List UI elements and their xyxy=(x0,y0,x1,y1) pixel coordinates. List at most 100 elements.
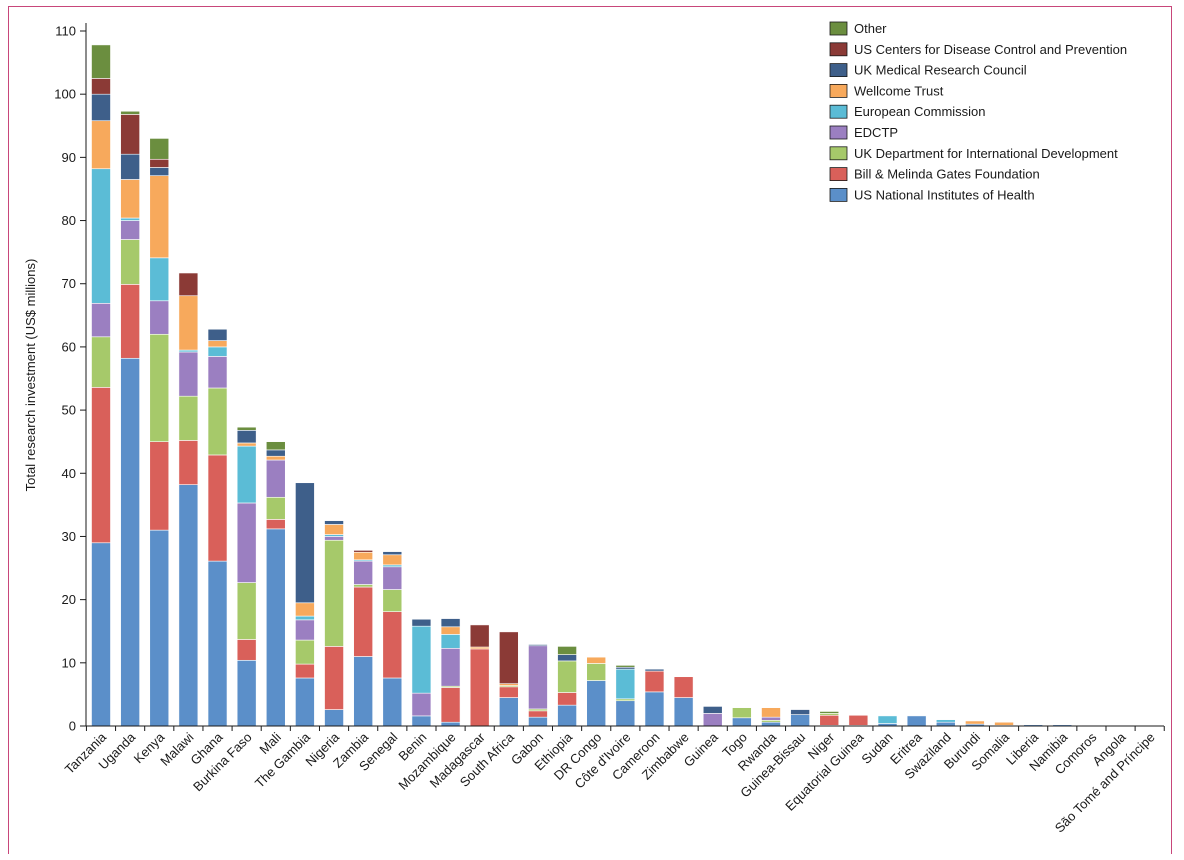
bar-segment-burkina-faso-us-national-institutes-of-health xyxy=(236,659,257,727)
bar-segment-mali-uk-department-for-international-development xyxy=(265,496,286,520)
bar-segment-mozambique-european-commission xyxy=(440,634,461,649)
bar-segment-south-africa-us-centers-for-disease-control-and-prevention xyxy=(499,631,519,684)
bar-segment-mozambique-wellcome-trust xyxy=(440,626,461,635)
bar-segment-zimbabwe-bill-melinda-gates-foundation xyxy=(673,676,694,698)
bar-segment-mali-edctp xyxy=(265,459,286,498)
bar-segment-togo-us-national-institutes-of-health xyxy=(732,717,752,727)
bar-segment-senegal-us-national-institutes-of-health xyxy=(382,677,403,727)
bar-segment-kenya-bill-melinda-gates-foundation xyxy=(149,441,170,531)
y-tick-label: 0 xyxy=(69,719,76,734)
legend-label-edctp: EDCTP xyxy=(854,125,898,140)
bar-segment-kenya-uk-medical-research-council xyxy=(149,167,170,176)
bar-segment-tanzania-other xyxy=(91,44,111,79)
bar-segment-kenya-wellcome-trust xyxy=(149,175,170,259)
y-tick-label: 20 xyxy=(62,592,76,607)
bar-segment-the-gambia-uk-medical-research-council xyxy=(295,482,315,604)
bar-segment-eritrea-us-national-institutes-of-health xyxy=(906,715,927,727)
bar-segment-burkina-faso-uk-medical-research-council xyxy=(236,430,257,444)
bar-segment-tanzania-uk-medical-research-council xyxy=(91,93,111,122)
bar-segment-mozambique-us-national-institutes-of-health xyxy=(440,721,461,727)
legend-label-us-national-institutes-of-health: US National Institutes of Health xyxy=(854,187,1035,202)
bar-segment-dr-congo-us-national-institutes-of-health xyxy=(586,680,607,727)
bar-segment-the-gambia-european-commission xyxy=(295,615,315,621)
legend-swatch-other xyxy=(829,21,848,36)
bar-segment-uganda-bill-melinda-gates-foundation xyxy=(120,284,140,359)
bar-segment-nigeria-uk-medical-research-council xyxy=(324,520,344,525)
bar-segment-tanzania-bill-melinda-gates-foundation xyxy=(91,387,111,544)
bar-segment-malawi-us-national-institutes-of-health xyxy=(178,484,199,727)
bar-segment-ghana-uk-medical-research-council xyxy=(207,328,228,341)
legend-swatch-us-national-institutes-of-health xyxy=(829,187,848,202)
bar-segment-burkina-faso-other xyxy=(236,426,257,431)
bar-segment-kenya-european-commission xyxy=(149,257,170,302)
bar-segment-mali-wellcome-trust xyxy=(265,455,286,461)
y-tick-label: 60 xyxy=(62,339,76,354)
legend-swatch-european-commission xyxy=(829,104,848,119)
legend-label-uk-medical-research-council: UK Medical Research Council xyxy=(854,63,1027,78)
bar-segment-malawi-uk-department-for-international-development xyxy=(178,395,199,441)
bar-segment-ghana-uk-department-for-international-development xyxy=(207,387,228,456)
bar-segment-niger-other xyxy=(819,711,840,714)
bar-segment-ghana-us-national-institutes-of-health xyxy=(207,560,228,727)
bar-segment-guinea-bissau-us-national-institutes-of-health xyxy=(790,714,810,727)
bar-segment-burkina-faso-uk-department-for-international-development xyxy=(236,582,257,640)
bar-segment-malawi-wellcome-trust xyxy=(178,295,199,351)
bar-segment-somalia-wellcome-trust xyxy=(994,721,1014,726)
bar-segment-ethiopia-bill-melinda-gates-foundation xyxy=(557,692,577,706)
bar-segment-ghana-wellcome-trust xyxy=(207,340,228,348)
legend-label-other: Other xyxy=(854,21,887,36)
bar-segment-mali-other xyxy=(265,441,286,451)
bar-segment-uganda-european-commission xyxy=(120,217,140,221)
bar-segment-ethiopia-us-national-institutes-of-health xyxy=(557,704,577,727)
bar-segment-gabon-uk-medical-research-council xyxy=(528,644,548,647)
bar-segment-guinea-edctp xyxy=(702,713,723,727)
bar-segment-ethiopia-uk-department-for-international-development xyxy=(557,660,577,693)
legend-swatch-uk-department-for-international-development xyxy=(829,146,848,161)
bar-segment-zambia-wellcome-trust xyxy=(353,551,373,561)
bar-segment-senegal-wellcome-trust xyxy=(382,554,403,566)
bar-segment-tanzania-european-commission xyxy=(91,168,111,304)
y-tick-label: 50 xyxy=(62,403,76,418)
bar-segment-madagascar-bill-melinda-gates-foundation xyxy=(469,648,490,727)
y-tick-label: 90 xyxy=(62,150,76,165)
x-tick-label-guinea: Guinea xyxy=(681,729,722,770)
bar-segment-tanzania-wellcome-trust xyxy=(91,120,111,170)
bar-segment-mozambique-uk-medical-research-council xyxy=(440,618,461,628)
bar-segment-malawi-us-centers-for-disease-control-and-prevention xyxy=(178,272,199,297)
bar-segment-nigeria-uk-department-for-international-development xyxy=(324,539,344,647)
bar-segment-gabon-edctp xyxy=(528,645,548,710)
bar-segment-burundi-wellcome-trust xyxy=(965,720,985,725)
bar-segment-mali-bill-melinda-gates-foundation xyxy=(265,519,286,530)
bar-segment-ghana-european-commission xyxy=(207,346,228,357)
bar-segment-niger-bill-melinda-gates-foundation xyxy=(819,714,840,726)
bar-segment-zambia-uk-department-for-international-development xyxy=(353,584,373,588)
bar-segment-kenya-edctp xyxy=(149,300,170,335)
legend-label-wellcome-trust: Wellcome Trust xyxy=(854,83,944,98)
bar-segment-malawi-edctp xyxy=(178,351,199,397)
bar-segment-cameroon-us-national-institutes-of-health xyxy=(644,691,665,727)
bar-segment-zimbabwe-us-national-institutes-of-health xyxy=(673,697,694,727)
bar-segment-uganda-edctp xyxy=(120,220,140,240)
x-tick-label-sudan: Sudan xyxy=(858,730,895,767)
bar-segment-burkina-faso-bill-melinda-gates-foundation xyxy=(236,639,257,661)
bar-segment-togo-uk-department-for-international-development xyxy=(732,707,752,719)
bar-segment-benin-european-commission xyxy=(411,625,432,694)
legend: Other US Centers for Disease Control and … xyxy=(829,21,1127,202)
bar-segment-kenya-us-centers-for-disease-control-and-prevention xyxy=(149,158,170,168)
bar-segment-burkina-faso-edctp xyxy=(236,502,257,583)
bar-segment-mozambique-edctp xyxy=(440,647,461,687)
bar-segment-guinea-bissau-uk-medical-research-council xyxy=(790,709,810,715)
legend-label-european-commission: European Commission xyxy=(854,104,986,119)
bar-segment-nigeria-us-national-institutes-of-health xyxy=(324,709,344,727)
bar-segment-south-africa-bill-melinda-gates-foundation xyxy=(499,686,519,698)
bar-segment-ethiopia-other xyxy=(557,646,577,655)
legend-swatch-uk-medical-research-council xyxy=(829,63,848,77)
bar-segment-malawi-bill-melinda-gates-foundation xyxy=(178,440,199,485)
bar-segment-ghana-bill-melinda-gates-foundation xyxy=(207,454,228,562)
bar-segment-cameroon-bill-melinda-gates-foundation xyxy=(644,670,665,693)
bar-segment-rwanda-us-national-institutes-of-health xyxy=(761,721,781,727)
bar-segment-swaziland-european-commission xyxy=(935,719,956,723)
bar-segment-rwanda-wellcome-trust xyxy=(761,707,781,718)
legend-swatch-edctp xyxy=(829,125,848,140)
bar-segment-the-gambia-edctp xyxy=(295,619,315,641)
